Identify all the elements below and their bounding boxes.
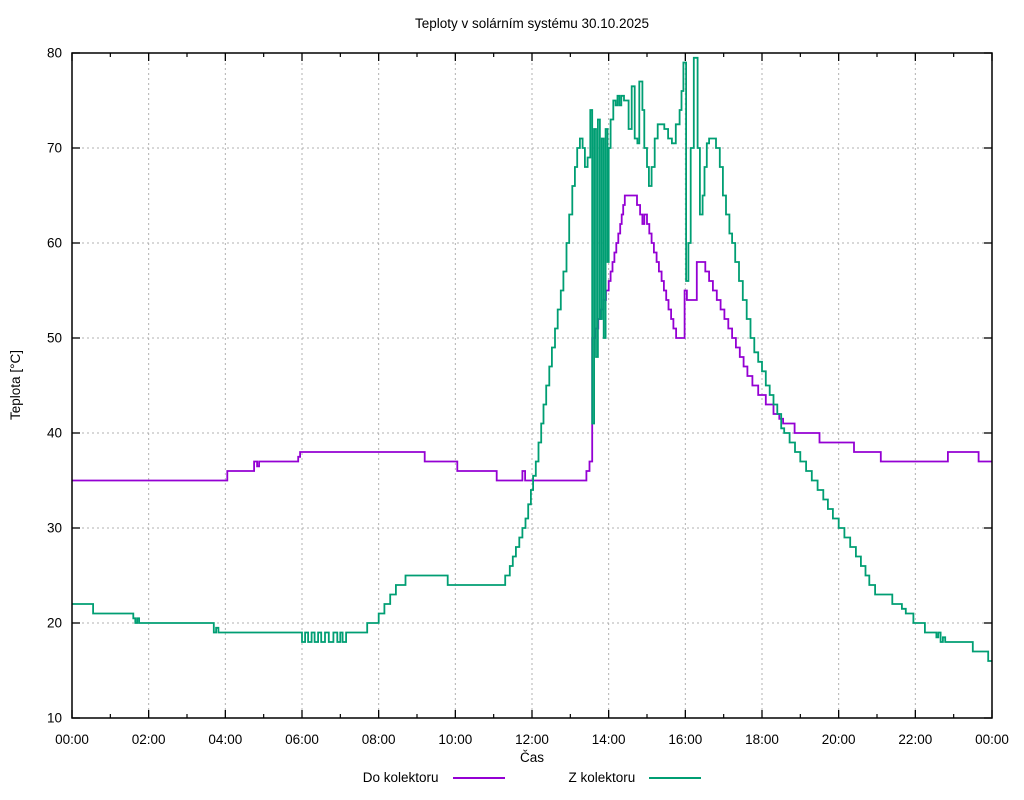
y-tick-label: 80 (47, 46, 62, 61)
x-tick-label: 20:00 (822, 732, 856, 747)
legend-item-do-kolektoru: Do kolektoru (363, 770, 505, 785)
legend-label-do-kolektoru: Do kolektoru (362, 770, 439, 785)
x-tick-label: 02:00 (132, 732, 166, 747)
x-axis-label: Čas (519, 750, 544, 765)
legend-line-sample-z-kolektoru (649, 776, 702, 779)
y-tick-label: 50 (47, 331, 62, 346)
y-tick-label: 70 (47, 141, 62, 156)
x-tick-label: 12:00 (515, 732, 549, 747)
x-tick-label: 00:00 (55, 732, 89, 747)
y-tick-label: 30 (47, 521, 62, 536)
y-tick-label: 40 (47, 426, 62, 441)
legend-item-z-kolektoru: Z kolektoru (569, 770, 702, 785)
y-tick-label: 10 (47, 711, 62, 726)
series-line-z-kolektoru (72, 56, 992, 662)
x-tick-label: 08:00 (362, 732, 396, 747)
x-tick-label: 10:00 (438, 732, 472, 747)
y-tick-label: 60 (47, 236, 62, 251)
chart-legend: Do kolektoru Z kolektoru (72, 770, 992, 785)
x-tick-label: 16:00 (668, 732, 702, 747)
x-tick-label: 22:00 (898, 732, 932, 747)
series-line-do-kolektoru (72, 194, 992, 482)
x-tick-label: 06:00 (285, 732, 319, 747)
x-tick-label: 14:00 (592, 732, 626, 747)
chart-title: Teploty v solárním systému 30.10.2025 (414, 16, 650, 31)
x-tick-label: 18:00 (745, 732, 779, 747)
y-tick-label: 20 (47, 616, 62, 631)
x-tick-label: 04:00 (208, 732, 242, 747)
x-tick-label: 00:00 (975, 732, 1009, 747)
legend-label-z-kolektoru: Z kolektoru (568, 770, 636, 785)
legend-line-sample-do-kolektoru (452, 776, 505, 779)
